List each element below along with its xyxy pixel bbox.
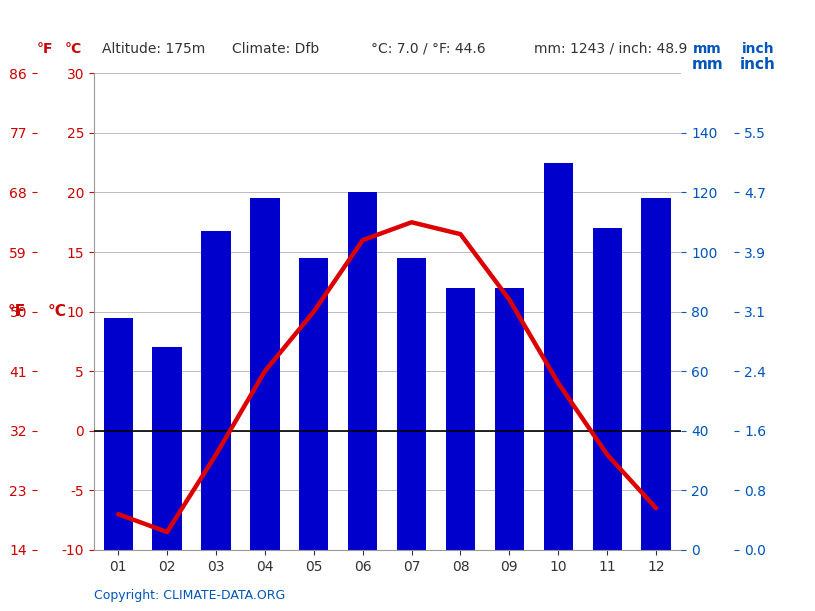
Text: mm: mm bbox=[692, 57, 723, 71]
Text: Copyright: CLIMATE-DATA.ORG: Copyright: CLIMATE-DATA.ORG bbox=[94, 589, 285, 602]
Bar bbox=[495, 288, 524, 550]
Text: mm: 1243 / inch: 48.9: mm: 1243 / inch: 48.9 bbox=[534, 42, 687, 56]
Text: °C: °C bbox=[65, 42, 82, 56]
Bar bbox=[397, 258, 426, 550]
Bar bbox=[348, 192, 377, 550]
Text: Climate: Dfb: Climate: Dfb bbox=[232, 42, 319, 56]
Bar bbox=[299, 258, 328, 550]
Text: inch: inch bbox=[742, 42, 774, 56]
Bar bbox=[446, 288, 475, 550]
Bar bbox=[250, 199, 280, 550]
Bar bbox=[104, 318, 133, 550]
Bar bbox=[544, 163, 573, 550]
Bar bbox=[641, 199, 671, 550]
Text: °F: °F bbox=[7, 304, 25, 319]
Text: inch: inch bbox=[740, 57, 776, 71]
Bar bbox=[201, 231, 231, 550]
Bar bbox=[152, 347, 182, 550]
Bar bbox=[593, 229, 622, 550]
Text: °F: °F bbox=[37, 42, 53, 56]
Text: °C: °C bbox=[47, 304, 67, 319]
Text: mm: mm bbox=[693, 42, 721, 56]
Text: Altitude: 175m: Altitude: 175m bbox=[102, 42, 205, 56]
Text: °C: 7.0 / °F: 44.6: °C: 7.0 / °F: 44.6 bbox=[371, 42, 486, 56]
